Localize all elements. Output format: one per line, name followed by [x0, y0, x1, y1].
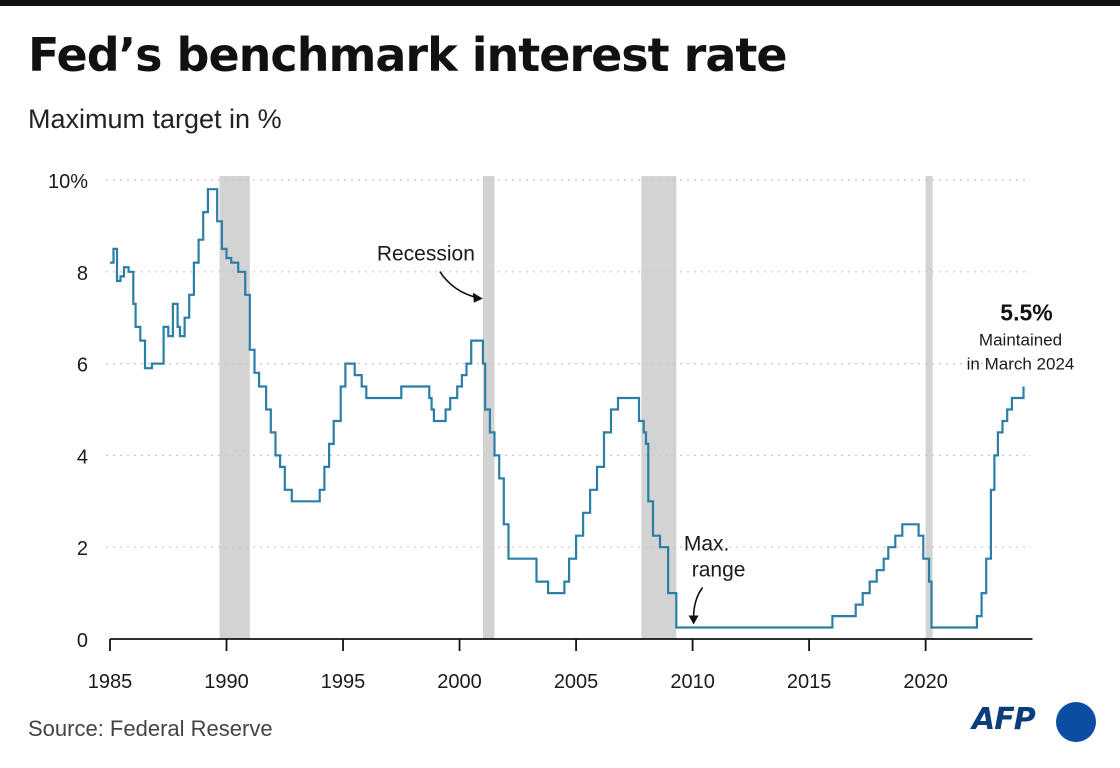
afp-logo-dot: [1056, 702, 1096, 742]
latest-note-line2: in March 2024: [967, 355, 1075, 374]
x-tick-label-2005: 2005: [554, 671, 599, 693]
y-tick-label-8: 8: [77, 263, 88, 285]
recession-bands: [219, 176, 933, 639]
x-tick-label-1985: 1985: [88, 671, 133, 693]
x-tick-label-2020: 2020: [903, 671, 948, 693]
annotations: Recession Max. range 5.5% Maintained in …: [377, 243, 1075, 625]
y-tick-label-0: 0: [77, 630, 88, 652]
y-tick-label-4: 4: [77, 446, 88, 468]
y-axis-labels: 0 2 4 6 8 10%: [48, 171, 88, 652]
source-note: Source: Federal Reserve: [28, 716, 273, 741]
max-range-arrowhead: [688, 615, 699, 625]
line-chart: 0 2 4 6 8 10% 1985 1990 1995 2000 2005 2010 2015 202…: [48, 171, 1075, 693]
y-tick-label-10: 10%: [48, 171, 88, 193]
x-tick-label-1995: 1995: [321, 671, 366, 693]
recession-band-4: [925, 176, 933, 639]
afp-logo-text: AFP: [972, 702, 1036, 737]
recession-band-3: [641, 176, 677, 639]
recession-arrowhead: [472, 292, 483, 303]
max-range-arrow: [692, 587, 704, 618]
recession-band-1: [219, 176, 250, 639]
y-tick-label-2: 2: [77, 538, 88, 560]
recession-annotation: Recession: [377, 243, 475, 266]
recession-band-2: [482, 176, 495, 639]
top-rule: [0, 0, 1120, 6]
afp-logo: AFP: [972, 700, 1100, 748]
recession-arrow: [439, 271, 478, 299]
max-range-annotation-line2: range: [692, 559, 746, 582]
series-line-1: [110, 188, 1025, 629]
x-tick-label-2015: 2015: [787, 671, 832, 693]
x-axis: 1985 1990 1995 2000 2005 2010 2015 2020: [88, 638, 1033, 693]
x-tick-label-2010: 2010: [670, 671, 715, 693]
latest-note-line1: Maintained: [979, 331, 1062, 350]
max-range-annotation-line1: Max.: [684, 533, 730, 556]
gridlines: [106, 179, 1031, 548]
latest-value-label: 5.5%: [1000, 300, 1052, 326]
x-tick-label-2000: 2000: [437, 671, 482, 693]
chart-subtitle: Maximum target in %: [28, 104, 282, 134]
x-tick-label-1990: 1990: [204, 671, 249, 693]
y-tick-label-6: 6: [77, 355, 88, 377]
series-layer: [109, 188, 1025, 629]
chart-title: Fed’s benchmark interest rate: [28, 28, 788, 82]
